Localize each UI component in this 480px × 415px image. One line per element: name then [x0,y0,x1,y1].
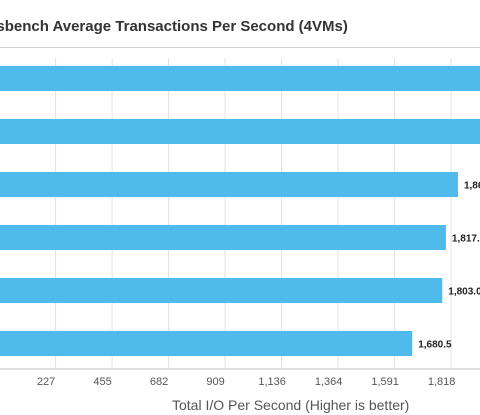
data-label: 1,680.5 [418,340,452,351]
bar [0,172,458,197]
x-tick-label: 909 [206,376,224,388]
data-label: 1,817.9 [452,234,480,245]
bar [0,331,413,356]
x-tick-label: 682 [150,376,168,388]
bar [0,66,480,91]
chart-title: Sysbench Average Transactions Per Second… [0,18,348,35]
data-label: 1,803.0 [448,287,480,298]
x-tick-label: 1,818 [428,376,456,388]
x-tick-label: 1,591 [371,376,399,388]
bar [0,119,480,144]
x-tick-label: 455 [93,376,111,388]
x-axis-title: Total I/O Per Second (Higher is better) [172,397,410,413]
x-tick-label: 227 [37,376,55,388]
bar [0,225,446,250]
data-label: 1,867 [464,181,480,192]
x-tick-label: 1,364 [315,376,343,388]
x-tick-label: 1,136 [258,376,286,388]
title-divider [0,47,480,48]
bar [0,278,443,303]
